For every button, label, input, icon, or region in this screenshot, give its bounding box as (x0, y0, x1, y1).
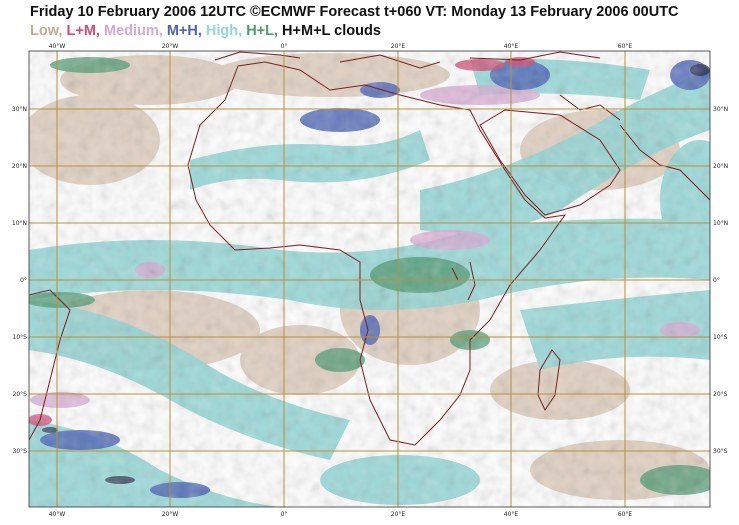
lon-label-bottom: 40°E (504, 511, 519, 518)
legend-high-low: H+L, (246, 23, 283, 39)
lon-label-bottom: 0° (281, 511, 288, 518)
lon-label-top: 60°E (618, 43, 633, 50)
lat-label-left: 10°S (13, 334, 28, 341)
legend-all-levels: H+M+L clouds (282, 23, 381, 39)
lat-label-left: 20°N (12, 163, 27, 170)
legend-high: High, (205, 23, 247, 39)
lon-label-top: 20°E (391, 43, 406, 50)
coastlines (29, 51, 710, 446)
lat-label-right: 20°N (713, 163, 728, 170)
lon-label-bottom: 20°E (391, 511, 406, 518)
lon-label-top: 40°W (49, 43, 66, 50)
lon-label-bottom: 60°E (618, 511, 633, 518)
page-title: Friday 10 February 2006 12UTC ©ECMWF For… (30, 4, 679, 20)
legend-low-medium: L+M, (66, 23, 104, 39)
cloud-field (29, 51, 710, 507)
legend-low: Low, (30, 23, 67, 39)
lat-label-right: 30°S (713, 448, 728, 455)
lat-label-right: 30°N (713, 106, 728, 113)
lat-label-left: 30°N (12, 106, 27, 113)
lat-label-left: 0° (20, 277, 27, 284)
lat-label-right: 20°S (713, 391, 728, 398)
lon-label-bottom: 40°W (49, 511, 66, 518)
legend-medium-high: M+H, (166, 23, 206, 39)
lon-label-top: 20°W (162, 43, 179, 50)
legend-medium: Medium, (103, 23, 167, 39)
cloud-legend: Low, L+M, Medium, M+H, High, H+L, H+M+L … (30, 23, 381, 39)
lat-label-right: 0° (713, 277, 720, 284)
lon-label-bottom: 20°W (162, 511, 179, 518)
lon-label-top: 0° (281, 43, 288, 50)
graticule (29, 51, 710, 507)
lat-label-left: 30°S (13, 448, 28, 455)
lat-label-left: 10°N (12, 220, 27, 227)
lon-label-top: 40°E (504, 43, 519, 50)
lat-label-right: 10°N (713, 220, 728, 227)
lat-label-left: 20°S (13, 391, 28, 398)
lat-label-right: 10°S (713, 334, 728, 341)
